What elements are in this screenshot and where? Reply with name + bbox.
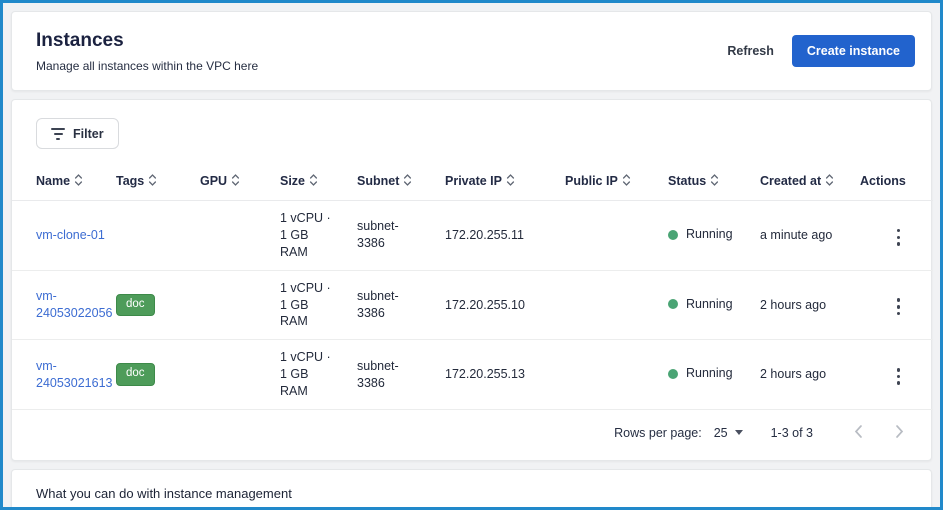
column-header-public-ip[interactable]: Public IP [565,161,668,201]
column-header-size[interactable]: Size [280,161,357,201]
sort-icon [149,174,157,186]
subnet-cell: subnet-3386 [357,270,445,341]
private-ip-cell: 172.20.255.11 [445,200,565,271]
refresh-button[interactable]: Refresh [727,44,774,58]
chevron-right-icon [896,425,904,438]
created-at-cell: a minute ago [760,200,860,271]
rows-per-page-value: 25 [713,425,728,440]
page-header-text: Instances Manage all instances within th… [36,30,258,73]
column-label: Name [36,174,71,188]
status-dot-icon [668,229,678,240]
private-ip-cell: 172.20.255.13 [445,339,565,410]
status-label: Running [686,366,733,381]
column-label: Subnet [357,174,400,188]
column-header-created-at[interactable]: Created at [760,161,860,201]
create-instance-button[interactable]: Create instance [791,35,915,67]
column-label: Size [280,174,306,188]
sort-icon [404,174,412,186]
header-actions: Refresh Create instance [727,35,915,67]
gpu-cell [200,339,280,410]
public-ip-cell [565,270,668,341]
size-cell: 1 vCPU · 1 GB RAM [280,270,357,341]
instance-name-link[interactable]: vm-24053022056 [36,289,113,320]
dropdown-caret-icon [734,430,743,436]
status-label: Running [686,296,733,311]
page-header: Instances Manage all instances within th… [11,11,932,91]
tag-badge: doc [116,363,155,386]
gpu-cell [200,270,280,341]
size-cell: 1 vCPU · 1 GB RAM [280,339,357,410]
column-header-subnet[interactable]: Subnet [357,161,445,201]
capabilities-heading: What you can do with instance management [36,485,292,501]
table-header-row: Name Tags GPU Size Subnet Private IP Public IP… [12,161,933,201]
private-ip-cell: 172.20.255.10 [445,270,565,341]
status-label: Running [686,227,733,242]
sort-icon [74,174,83,186]
sort-icon [826,174,834,186]
status-cell: Running [668,200,760,271]
column-label: Actions [860,173,906,188]
created-at-cell: 2 hours ago [760,270,860,341]
chevron-left-icon [854,425,862,438]
created-at-cell: 2 hours ago [760,339,860,410]
sort-icon [232,174,240,186]
page-subtitle: Manage all instances within the VPC here [36,58,259,73]
table-row: vm-24053021613 doc 1 vCPU · 1 GB RAM subnet… [12,339,933,410]
column-label: Status [668,174,707,188]
capabilities-card: What you can do with instance management… [11,468,932,507]
rows-per-page-label: Rows per page: [614,425,702,440]
column-header-actions: Actions [860,161,933,201]
column-label: Tags [116,174,145,188]
tag-badge: doc [116,293,155,317]
column-label: GPU [200,174,228,188]
column-header-tags[interactable]: Tags [116,161,200,201]
status-dot-icon [668,299,678,310]
status-dot-icon [668,368,678,379]
pagination-bar: Rows per page: 25 1-3 of 3 [12,410,931,458]
sort-icon [622,174,630,186]
subnet-cell: subnet-3386 [357,200,445,271]
rows-per-page-select[interactable]: 25 [714,426,743,440]
status-cell: Running [668,270,760,341]
column-label: Private IP [445,174,502,188]
table-row: vm-24053022056 doc 1 vCPU · 1 GB RAM subnet… [12,270,933,341]
subnet-cell: subnet-3386 [357,339,445,410]
filter-button-label: Filter [73,126,104,141]
sort-icon [711,174,719,186]
sort-icon [506,174,515,186]
row-actions-menu-button[interactable] [892,294,906,320]
column-header-gpu[interactable]: GPU [200,161,280,201]
size-cell: 1 vCPU · 1 GB RAM [280,200,357,271]
row-actions-menu-button[interactable] [892,224,906,250]
column-header-private-ip[interactable]: Private IP [445,161,565,201]
instance-name-link[interactable]: vm-clone-01 [36,227,105,242]
sort-icon [309,174,318,186]
filter-icon [51,126,65,141]
next-page-button[interactable] [892,422,907,444]
column-header-status[interactable]: Status [668,161,760,201]
public-ip-cell [565,339,668,410]
instances-table-card: Filter Name Tags GPU Size Subnet Private IP Pu… [11,99,933,461]
column-label: Public IP [565,174,618,188]
pagination-range: 1-3 of 3 [770,425,813,440]
page-title: Instances [36,29,124,51]
column-header-name[interactable]: Name [12,161,116,201]
filter-button[interactable]: Filter [36,118,119,149]
status-cell: Running [668,339,760,410]
previous-page-button[interactable] [851,422,866,444]
row-actions-menu-button[interactable] [892,363,906,389]
gpu-cell [200,200,280,271]
public-ip-cell [565,200,668,271]
column-label: Created at [760,174,822,188]
instance-name-link[interactable]: vm-24053021613 [36,358,113,390]
instances-table: Name Tags GPU Size Subnet Private IP Public IP… [12,161,933,410]
table-row: vm-clone-01 1 vCPU · 1 GB RAM subnet-3386 1… [12,200,933,271]
